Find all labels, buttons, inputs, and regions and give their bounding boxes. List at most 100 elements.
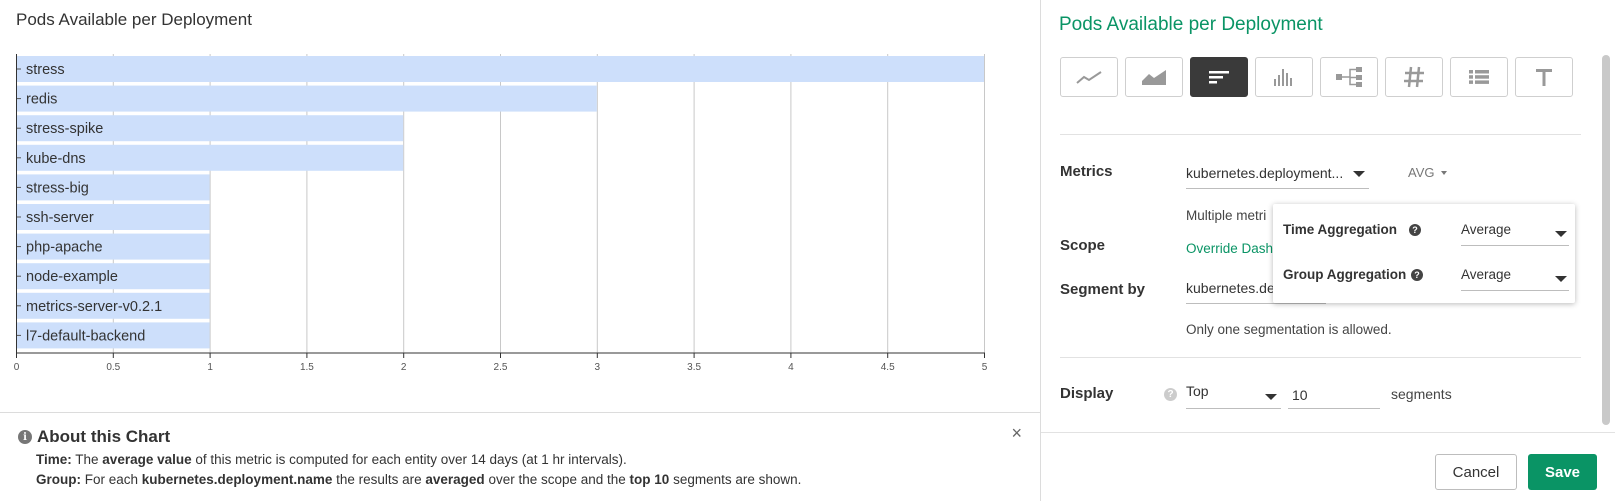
time-text-pre: The [71, 452, 103, 467]
segment-by-value: kubernetes.de [1186, 280, 1275, 296]
line-chart-icon [1076, 71, 1102, 84]
group-label: Group: [36, 472, 81, 487]
metric-select-value: kubernetes.deployment.... [1186, 165, 1342, 181]
time-aggregation-row: Time Aggregation ? Average [1283, 216, 1571, 246]
override-scope-link[interactable]: Override Dash [1186, 241, 1274, 256]
about-title: About this Chart [37, 427, 171, 446]
help-icon[interactable]: ? [1164, 388, 1177, 401]
chart-type-list-button[interactable] [1450, 57, 1508, 97]
chart-type-selector [1060, 57, 1580, 97]
category-label: node-example [26, 269, 118, 285]
toplist-icon [1209, 71, 1229, 84]
chart-type-line-button[interactable] [1060, 57, 1118, 97]
panel-footer: Cancel Save [1041, 432, 1615, 501]
x-tick-label: 4.5 [881, 362, 895, 373]
help-icon[interactable]: ? [1411, 269, 1423, 281]
time-text-post: of this metric is computed for each enti… [191, 452, 627, 467]
group-aggregation-label: Group Aggregation [1283, 267, 1407, 282]
bar-chart-svg: stress redis stress-spike kube-dns stress-bi… [14, 54, 988, 373]
x-tick-label: 0 [14, 362, 20, 373]
panel-divider [1040, 0, 1041, 501]
x-tick-label: 0.5 [106, 362, 120, 373]
chart-panel: Pods Available per Deployment stress redi… [0, 10, 1040, 487]
bar [16, 56, 984, 82]
scope-label: Scope [1060, 237, 1106, 254]
segment-by-label: Segment by [1060, 281, 1146, 298]
time-aggregation-value: Average [1461, 222, 1512, 237]
text-icon [1536, 69, 1552, 86]
bar [16, 85, 597, 112]
chart-type-histogram-button[interactable] [1255, 57, 1313, 97]
category-label: l7-default-backend [26, 328, 145, 344]
bar [16, 263, 210, 290]
panel-title: Pods Available per Deployment [1059, 14, 1323, 35]
bar [16, 292, 210, 319]
close-icon[interactable]: × [1011, 423, 1022, 443]
metric-note: Multiple metri [1186, 208, 1267, 223]
group-text-bold-1: kubernetes.deployment.name [141, 472, 333, 487]
x-tick-label: 2.5 [494, 362, 508, 373]
time-aggregation-select[interactable]: Average [1461, 218, 1569, 246]
caret-down-icon [1353, 171, 1365, 177]
save-button[interactable]: Save [1528, 454, 1597, 490]
bar [16, 144, 404, 171]
aggregation-toggle-label: AVG [1408, 165, 1435, 180]
category-label: metrics-server-v0.2.1 [26, 299, 162, 315]
bar-chart: stress redis stress-spike kube-dns stress-bi… [0, 40, 1000, 385]
caret-down-icon [1555, 231, 1567, 237]
about-header: i About this Chart [18, 427, 170, 447]
category-label: ssh-server [26, 210, 94, 226]
group-text-pre: For each [81, 472, 142, 487]
display-count-input[interactable] [1288, 381, 1380, 409]
info-icon: i [18, 430, 32, 444]
x-tick-label: 4 [788, 362, 794, 373]
group-text-bold-3: top 10 [629, 472, 670, 487]
bar [16, 322, 210, 349]
time-text-bold: average value [102, 452, 192, 467]
tree-icon [1336, 67, 1362, 87]
metric-select[interactable]: kubernetes.deployment.... [1186, 163, 1369, 189]
chart-bars: stress redis stress-spike kube-dns stress-bi… [16, 56, 984, 349]
section-divider [1060, 134, 1581, 135]
cancel-button[interactable]: Cancel [1435, 454, 1517, 490]
bar [16, 204, 210, 230]
category-label: stress [26, 62, 65, 78]
chart-type-text-button[interactable] [1515, 57, 1573, 97]
x-tick-label: 3 [595, 362, 601, 373]
bar [16, 233, 210, 260]
x-tick-label: 2 [401, 362, 407, 373]
bar [16, 174, 210, 201]
chart-type-toplist-button[interactable] [1190, 57, 1248, 97]
number-icon [1404, 66, 1424, 88]
group-text-mid-1: the results are [332, 472, 426, 487]
category-label: kube-dns [26, 151, 86, 167]
category-label: stress-spike [26, 121, 103, 137]
group-aggregation-row: Group Aggregation ? Average [1283, 261, 1571, 291]
chart-x-axis: 0 0.5 1 1.5 2 2.5 3 3.5 4 4.5 5 [14, 54, 988, 373]
caret-down-icon [1440, 170, 1447, 175]
segment-by-select[interactable]: kubernetes.de [1186, 278, 1326, 304]
about-group-line: Group: For each kubernetes.deployment.na… [36, 472, 801, 487]
scrollbar[interactable] [1602, 55, 1610, 425]
caret-down-icon [1265, 394, 1277, 400]
display-mode-select[interactable]: Top [1186, 381, 1281, 409]
chart-type-area-button[interactable] [1125, 57, 1183, 97]
help-icon[interactable]: ? [1409, 224, 1421, 236]
chart-type-tree-button[interactable] [1320, 57, 1378, 97]
aggregation-popover: Time Aggregation ? Average Group Aggrega… [1273, 204, 1575, 303]
group-text-bold-2: averaged [425, 472, 485, 487]
aggregation-toggle[interactable]: AVG [1408, 165, 1447, 180]
group-aggregation-value: Average [1461, 267, 1512, 282]
about-time-line: Time: The average value of this metric i… [36, 452, 627, 467]
time-label: Time: [36, 452, 72, 467]
chart-type-number-button[interactable] [1385, 57, 1443, 97]
list-icon [1469, 70, 1489, 84]
group-text-mid-2: over the scope and the [484, 472, 630, 487]
display-unit-label: segments [1391, 386, 1452, 402]
chart-title: Pods Available per Deployment [16, 10, 252, 29]
display-mode-value: Top [1186, 383, 1209, 399]
caret-down-icon [1555, 276, 1567, 282]
bar [16, 115, 404, 142]
section-divider [1060, 357, 1581, 358]
group-aggregation-select[interactable]: Average [1461, 263, 1569, 291]
